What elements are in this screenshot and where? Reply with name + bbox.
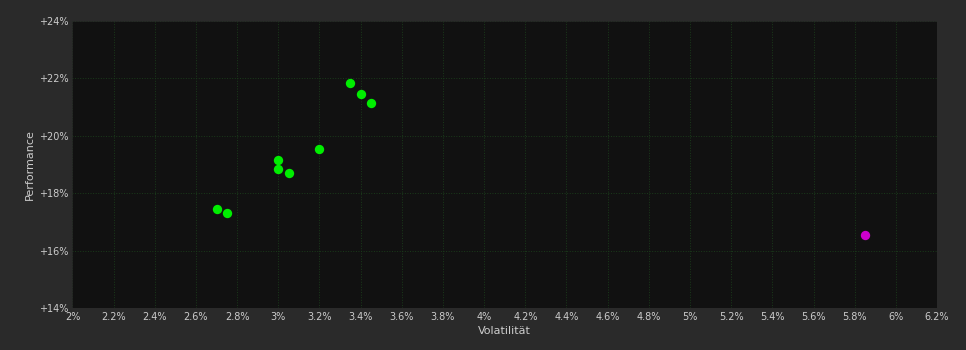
X-axis label: Volatilität: Volatilität — [478, 326, 531, 336]
Point — [209, 206, 224, 212]
Point — [343, 80, 358, 85]
Y-axis label: Performance: Performance — [24, 129, 35, 200]
Point — [857, 232, 872, 238]
Point — [363, 100, 379, 106]
Point — [281, 170, 297, 176]
Point — [219, 210, 235, 216]
Point — [312, 146, 327, 152]
Point — [270, 166, 286, 172]
Point — [270, 158, 286, 163]
Point — [353, 91, 368, 97]
